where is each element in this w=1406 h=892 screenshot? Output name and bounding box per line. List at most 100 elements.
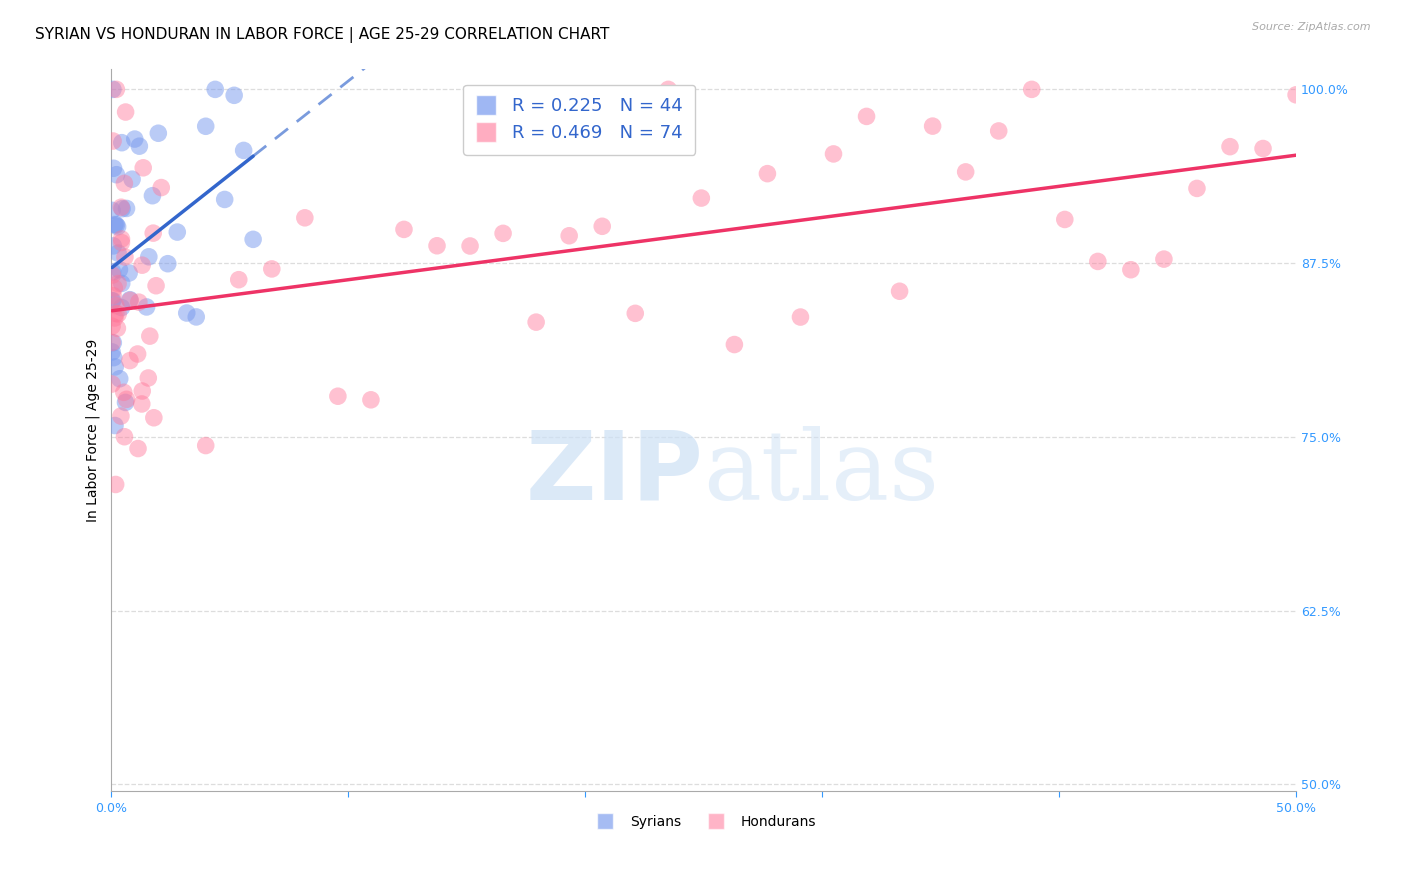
Point [110,409,132,423]
Point [1251,141,1274,155]
Point [111,202,134,216]
Point [111,136,134,150]
Point [135,300,157,314]
Point [1285,87,1308,102]
Point [142,410,165,425]
Point [114,105,136,120]
Point [148,126,170,140]
Point [204,82,226,96]
Point [145,278,167,293]
Point [128,295,150,310]
Point [115,392,138,407]
Point [1219,139,1241,153]
Point [108,262,131,277]
Point [120,293,142,308]
Point [103,161,125,176]
Point [114,395,136,409]
Y-axis label: In Labor Force | Age 25-29: In Labor Force | Age 25-29 [86,338,100,522]
Point [101,293,124,308]
Legend: Syrians, Hondurans: Syrians, Hondurans [585,810,821,835]
Point [232,144,254,158]
Point [107,219,129,234]
Point [101,82,124,96]
Point [156,257,179,271]
Point [110,235,132,250]
Point [127,347,149,361]
Point [101,345,124,359]
Point [194,439,217,453]
Point [101,293,124,308]
Point [112,385,135,400]
Point [855,109,877,123]
Point [107,277,129,291]
Point [756,167,779,181]
Point [104,299,127,313]
Point [101,268,124,282]
Point [103,335,125,350]
Point [127,442,149,456]
Point [101,377,124,392]
Point [139,329,162,343]
Point [132,161,155,175]
Point [1153,252,1175,266]
Point [105,82,128,96]
Point [110,301,132,315]
Point [294,211,316,225]
Point [242,232,264,246]
Point [101,203,124,218]
Point [392,222,415,236]
Point [166,225,188,239]
Point [101,265,124,279]
Text: SYRIAN VS HONDURAN IN LABOR FORCE | AGE 25-29 CORRELATION CHART: SYRIAN VS HONDURAN IN LABOR FORCE | AGE … [35,27,610,43]
Point [723,337,745,351]
Point [104,310,127,325]
Point [121,172,143,186]
Point [789,310,811,324]
Text: ZIP: ZIP [526,426,703,520]
Point [260,261,283,276]
Point [955,165,977,179]
Point [115,202,138,216]
Point [458,239,481,253]
Point [101,134,124,148]
Point [110,232,132,246]
Point [360,392,382,407]
Text: Source: ZipAtlas.com: Source: ZipAtlas.com [1253,22,1371,32]
Point [104,218,127,232]
Point [118,353,141,368]
Point [690,191,713,205]
Point [118,266,141,280]
Point [1021,82,1043,96]
Point [492,227,515,241]
Point [114,250,136,264]
Point [105,321,128,335]
Point [228,273,250,287]
Point [103,281,125,295]
Point [142,226,165,240]
Point [104,306,127,320]
Point [1119,262,1142,277]
Point [558,228,581,243]
Point [987,124,1010,138]
Point [105,218,128,232]
Point [107,246,129,260]
Point [889,285,911,299]
Point [214,193,236,207]
Point [104,418,127,433]
Point [1185,181,1208,195]
Point [103,351,125,365]
Point [1053,212,1076,227]
Point [101,319,124,334]
Point [524,315,547,329]
Point [426,239,449,253]
Point [136,371,159,385]
Point [104,359,127,374]
Point [107,307,129,321]
Point [104,477,127,491]
Point [111,277,134,291]
Point [141,188,163,202]
Point [326,389,349,403]
Point [194,120,217,134]
Point [624,306,647,320]
Point [105,168,128,182]
